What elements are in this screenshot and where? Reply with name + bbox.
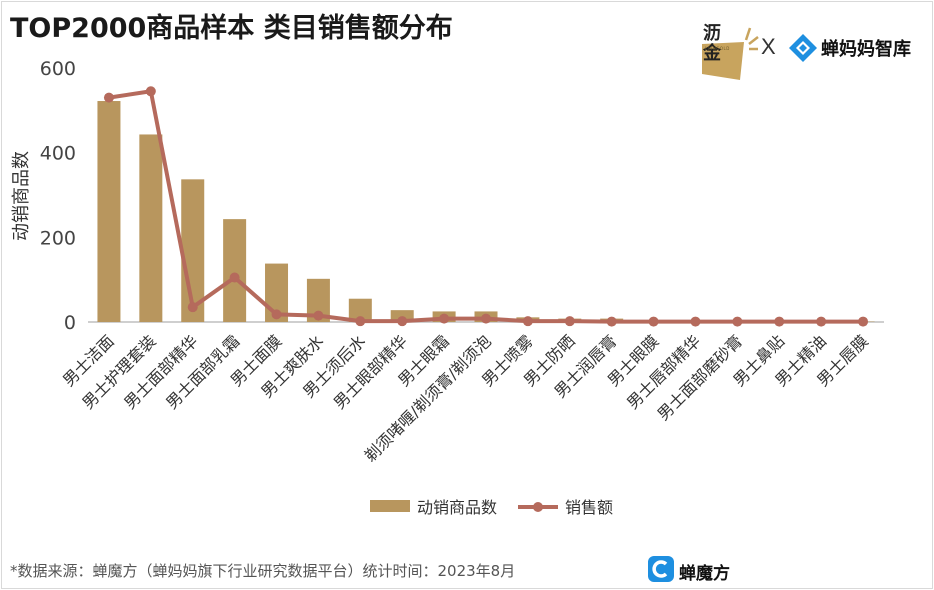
chanmama-brand-name: 蝉妈妈智库 xyxy=(821,39,911,60)
footer-brand: 蝉魔方 xyxy=(679,564,730,584)
y-tick-label: 400 xyxy=(40,143,76,165)
brand-separator: X xyxy=(761,34,776,59)
chanmofang-logo-icon xyxy=(648,556,674,582)
sales-point-14 xyxy=(690,316,701,327)
y-tick-label: 600 xyxy=(40,58,76,80)
sales-line xyxy=(108,89,864,324)
bar-series xyxy=(97,101,875,323)
y-tick-label: 200 xyxy=(40,227,76,249)
sales-point-2 xyxy=(187,302,198,313)
legend: 动销商品数 销售额 xyxy=(370,498,613,517)
bar-1 xyxy=(139,134,163,322)
sales-point-1 xyxy=(145,86,156,97)
sales-point-16 xyxy=(774,316,785,327)
lijin-logo-icon xyxy=(702,27,759,80)
y-tick-label: 0 xyxy=(64,312,76,334)
sales-point-6 xyxy=(355,316,366,327)
page-title: TOP2000商品样本 类目销售额分布 xyxy=(10,13,453,44)
lijin-sub-text: LIJINGOLD xyxy=(705,46,730,51)
sales-point-17 xyxy=(816,316,827,327)
sales-point-9 xyxy=(481,313,491,324)
bar-3 xyxy=(223,219,247,322)
chanmama-logo-icon xyxy=(789,34,817,62)
legend-line-marker xyxy=(533,502,543,512)
sales-point-0 xyxy=(103,92,114,103)
sales-point-12 xyxy=(606,316,617,327)
brand-area: 沥 金 LIJINGOLD X 蝉妈妈智库 xyxy=(700,18,925,80)
footer-source: *数据来源：蝉魔方（蝉妈妈旗下行业研究数据平台）统计时间：2023年8月 xyxy=(10,562,516,580)
bar-0 xyxy=(97,101,121,323)
bar-5 xyxy=(306,278,330,322)
sales-point-18 xyxy=(858,316,869,327)
sales-point-7 xyxy=(397,316,408,327)
sales-point-13 xyxy=(648,316,659,327)
sales-point-5 xyxy=(313,310,324,321)
legend-bar-swatch xyxy=(370,500,410,512)
legend-line-label: 销售额 xyxy=(565,498,613,517)
sales-point-15 xyxy=(732,316,743,327)
bar-7 xyxy=(390,310,414,322)
line-series xyxy=(103,86,869,327)
sales-point-11 xyxy=(564,316,575,327)
y-axis-title: 动销商品数 xyxy=(11,151,32,241)
lijin-name: 沥 金 xyxy=(703,24,721,64)
y-axis-labels: 0 200 400 600 xyxy=(40,58,76,334)
sales-point-3 xyxy=(229,272,240,283)
lijin-name-text: 沥 金 xyxy=(703,23,721,64)
x-axis-labels: 男士洁面男士护理套装男士面部精华男士面部乳霜男士面膜男士爽肤水男士须后水男士眼部… xyxy=(59,331,872,465)
legend-bar-label: 动销商品数 xyxy=(417,498,497,517)
bar-6 xyxy=(348,298,372,322)
sales-point-4 xyxy=(271,309,282,320)
lijin-logo-shape xyxy=(702,42,744,80)
sales-point-10 xyxy=(522,316,533,327)
sales-point-8 xyxy=(439,313,450,324)
